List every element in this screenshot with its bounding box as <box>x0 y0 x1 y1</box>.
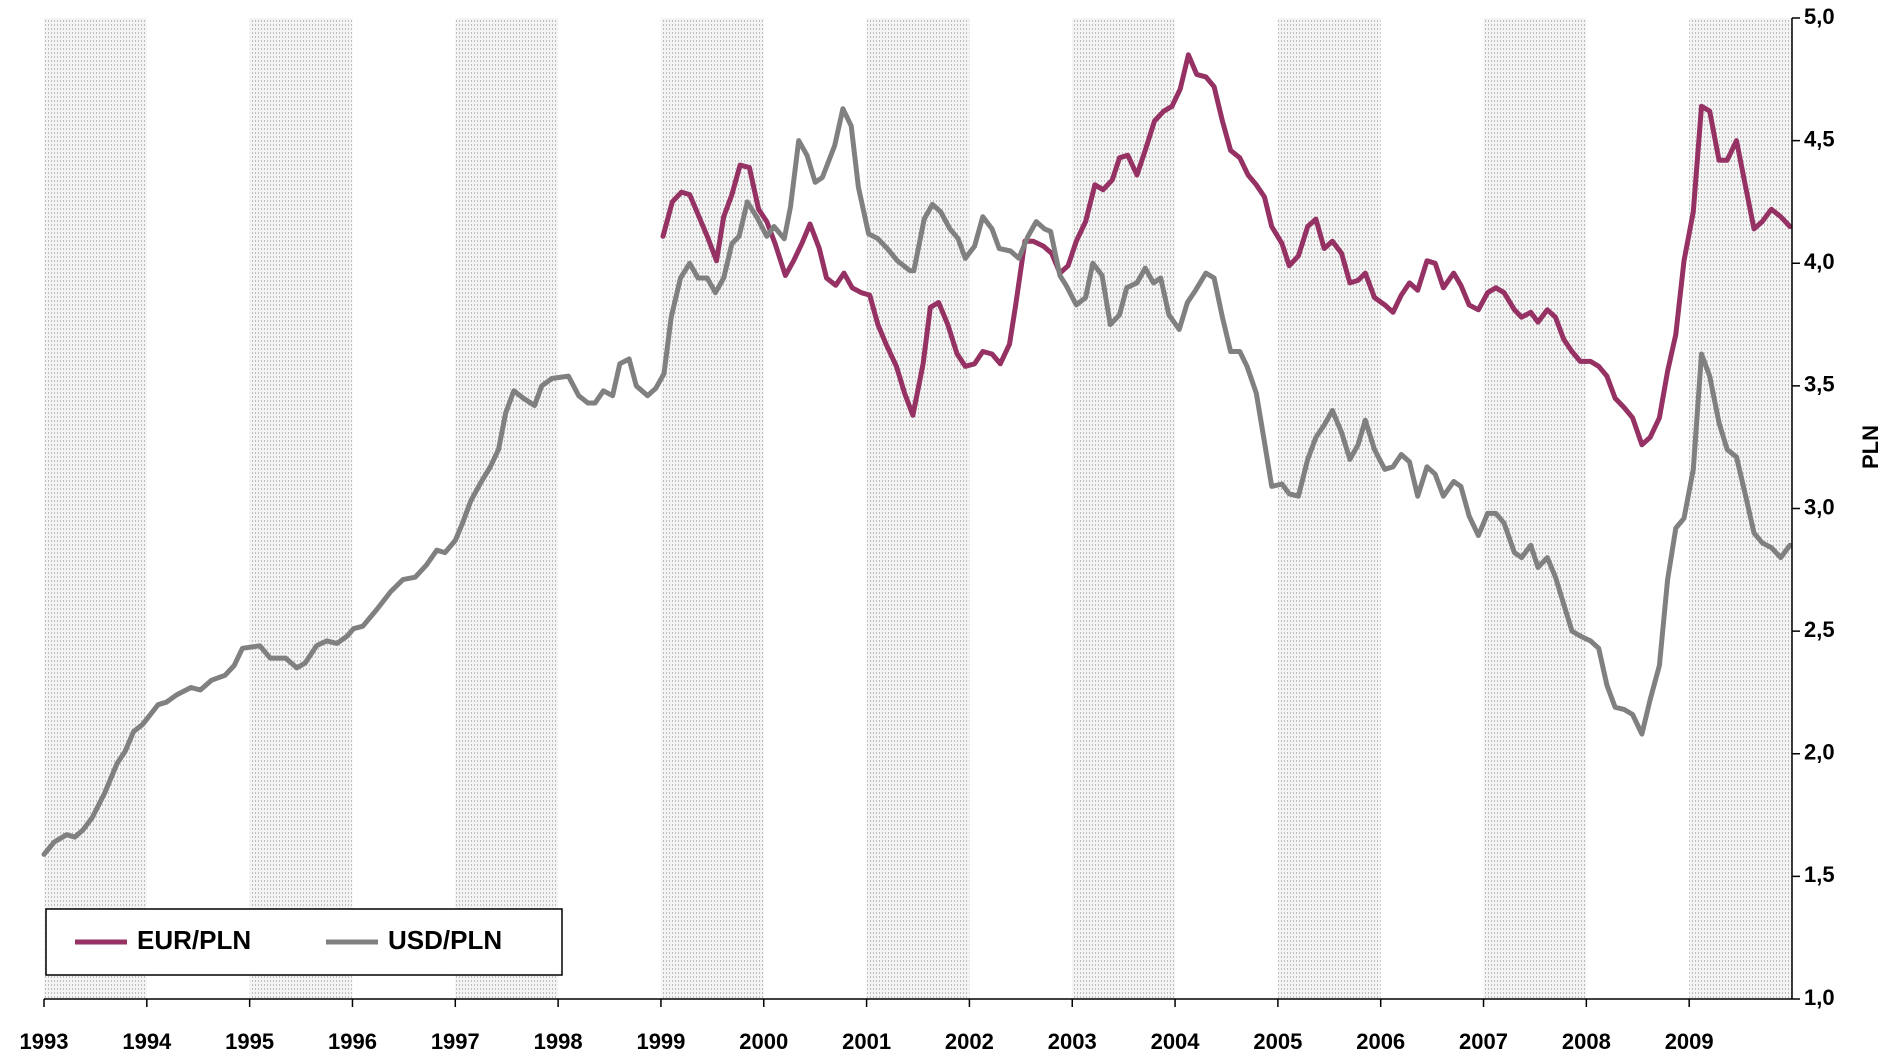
year-band <box>1277 18 1381 999</box>
y-axis-label: PLN <box>1858 425 1883 469</box>
year-band <box>660 18 764 999</box>
legend: EUR/PLN USD/PLN <box>45 908 563 976</box>
legend-box <box>45 908 563 976</box>
x-tick-label: 1998 <box>534 1029 583 1054</box>
x-tick-label: 2004 <box>1151 1029 1201 1054</box>
x-tick-label: 1993 <box>20 1029 69 1054</box>
y-tick-label: 3,5 <box>1804 372 1835 397</box>
series-line <box>660 52 1793 448</box>
year-band <box>1483 18 1587 999</box>
x-tick-label: 2002 <box>945 1029 994 1054</box>
y-tick-label: 4,5 <box>1804 126 1835 151</box>
x-tick-label: 1997 <box>431 1029 480 1054</box>
x-tick-label: 1999 <box>636 1029 685 1054</box>
x-tick-label: 2003 <box>1048 1029 1097 1054</box>
series-line <box>41 106 1793 857</box>
x-tick-label: 2007 <box>1459 1029 1508 1054</box>
x-tick-label: 2008 <box>1562 1029 1611 1054</box>
x-tick-label: 2000 <box>739 1029 788 1054</box>
year-band <box>455 18 559 999</box>
legend-label: EUR/PLN <box>137 925 251 955</box>
y-tick-label: 1,0 <box>1804 985 1835 1010</box>
year-band <box>44 18 147 999</box>
x-tick-label: 2009 <box>1665 1029 1714 1054</box>
x-tick-label: 2001 <box>842 1029 891 1054</box>
legend-label: USD/PLN <box>388 925 502 955</box>
x-tick-label: 2006 <box>1356 1029 1405 1054</box>
x-tick-label: 1995 <box>225 1029 274 1054</box>
x-tick-label: 1994 <box>122 1029 172 1054</box>
year-band <box>249 18 353 999</box>
year-band <box>1689 18 1792 999</box>
year-band <box>1072 18 1176 999</box>
y-tick-label: 2,0 <box>1804 740 1835 765</box>
y-tick-label: 3,0 <box>1804 494 1835 519</box>
y-tick-label: 1,5 <box>1804 862 1835 887</box>
y-tick-label: 4,0 <box>1804 249 1835 274</box>
x-tick-label: 2005 <box>1253 1029 1302 1054</box>
year-band <box>866 18 970 999</box>
y-tick-label: 2,5 <box>1804 617 1835 642</box>
y-tick-label: 5,0 <box>1804 4 1835 29</box>
x-tick-label: 1996 <box>328 1029 377 1054</box>
